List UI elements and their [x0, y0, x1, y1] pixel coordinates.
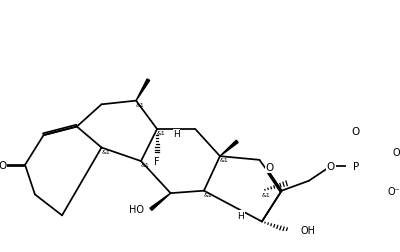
Text: H: H — [173, 130, 180, 139]
Text: O⁻: O⁻ — [388, 186, 400, 196]
Text: O: O — [327, 161, 335, 171]
Text: &1: &1 — [220, 158, 229, 163]
Text: &1: &1 — [262, 192, 271, 197]
Polygon shape — [150, 193, 171, 210]
Polygon shape — [136, 80, 150, 101]
Text: OH: OH — [300, 225, 315, 235]
Text: O⁻: O⁻ — [393, 148, 400, 158]
Text: O: O — [352, 127, 360, 137]
Text: &1: &1 — [102, 149, 110, 154]
Text: O: O — [0, 160, 7, 170]
Text: &1: &1 — [204, 192, 213, 197]
Text: P: P — [352, 161, 359, 171]
Text: &1: &1 — [136, 102, 145, 107]
Text: &1: &1 — [157, 131, 166, 136]
Text: O: O — [265, 163, 274, 172]
Text: H: H — [238, 211, 244, 220]
Text: F: F — [154, 156, 160, 166]
Polygon shape — [220, 141, 238, 156]
Text: HO: HO — [128, 204, 144, 214]
Text: &1: &1 — [141, 163, 150, 168]
